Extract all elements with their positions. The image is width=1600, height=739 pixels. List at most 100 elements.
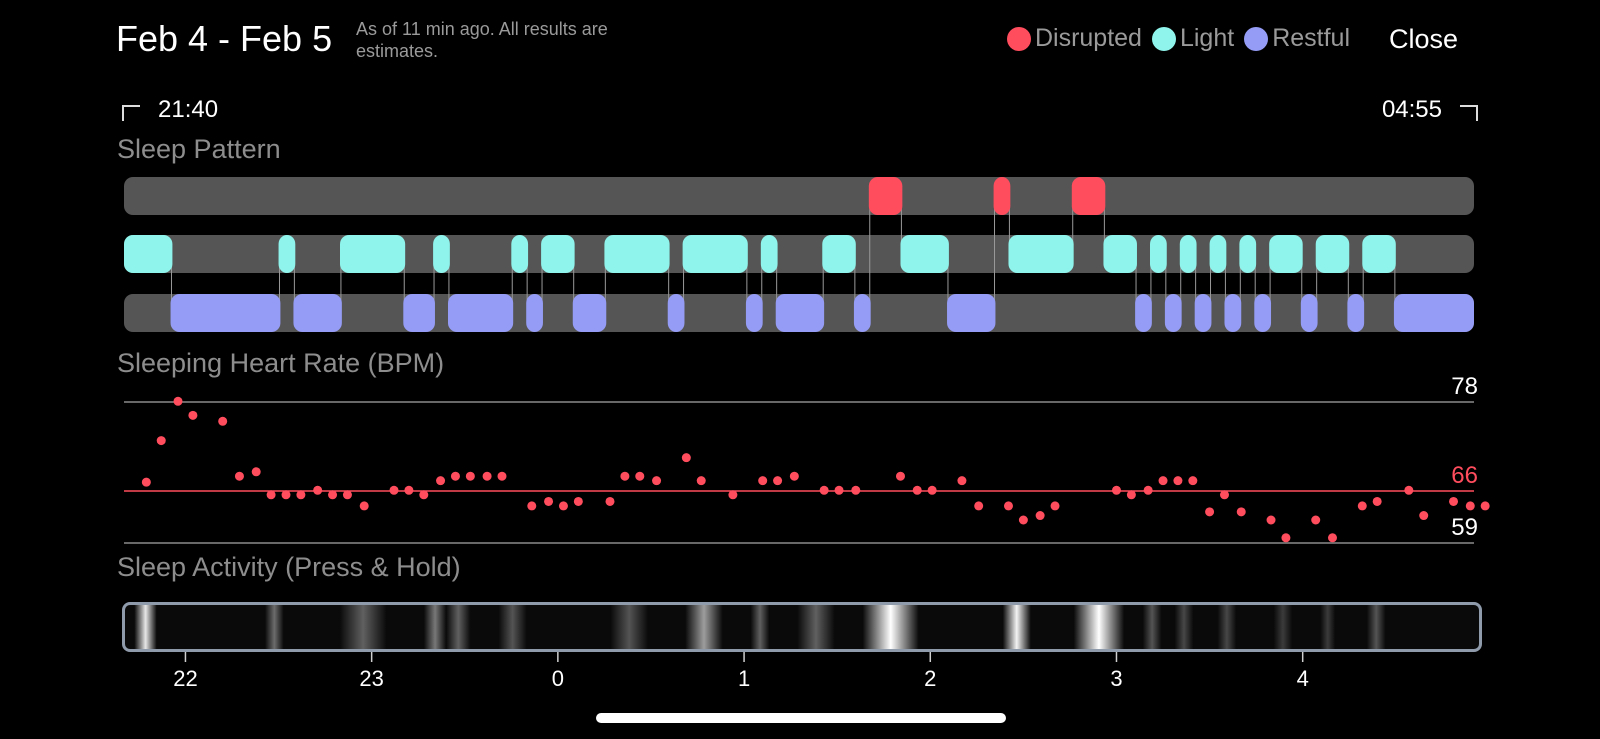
heart-rate-point [1018, 515, 1028, 525]
segment-restful [1164, 294, 1182, 332]
segment-light [760, 235, 778, 273]
segment-restful [572, 294, 607, 332]
segment-light [1239, 235, 1257, 273]
heart-rate-point [605, 496, 615, 506]
legend-label-disrupted: Disrupted [1034, 24, 1142, 52]
heart-rate-point [558, 501, 568, 511]
heart-rate-point [912, 485, 922, 495]
heart-rate-point [696, 476, 706, 486]
heart-rate-point [1050, 501, 1060, 511]
segment-restful [1300, 294, 1318, 332]
heart-rate-point [404, 485, 414, 495]
heart-rate-point [851, 485, 861, 495]
heart-rate-point [974, 501, 984, 511]
segment-disrupted [993, 177, 1011, 215]
reference-label-59: 59 [1451, 514, 1478, 541]
segment-disrupted [1071, 177, 1106, 215]
heart-rate-point [789, 471, 799, 481]
heart-rate-point [218, 416, 228, 426]
heart-rate-point [173, 396, 183, 406]
heart-rate-point [1404, 485, 1414, 495]
segment-restful [1347, 294, 1365, 332]
segment-disrupted [868, 177, 903, 215]
restful-dot-icon [1244, 26, 1269, 51]
bracket-left-icon [122, 105, 140, 121]
segment-light [900, 235, 949, 273]
segment-restful [947, 294, 996, 332]
segment-light [1008, 235, 1074, 273]
segment-light [822, 235, 856, 273]
segment-restful [667, 294, 685, 332]
header-subtitle: As of 11 min ago. All results are estima… [356, 19, 608, 61]
segment-light [1103, 235, 1137, 273]
segment-light [1179, 235, 1197, 273]
heart-rate-point [1035, 511, 1045, 521]
reference-label-66: 66 [1451, 462, 1478, 489]
lane-track-disrupted [124, 177, 1474, 215]
heart-rate-point [419, 490, 429, 500]
heart-rate-point [1266, 515, 1276, 525]
time-start-label: 21:40 [158, 96, 219, 123]
legend-item-disrupted: Disrupted [1006, 24, 1142, 53]
disrupted-dot-icon [1006, 26, 1031, 51]
legend-item-restful: Restful [1244, 24, 1350, 53]
heart-rate-point [834, 485, 844, 495]
segment-restful [1393, 294, 1474, 332]
heart-rate-point [465, 471, 475, 481]
heart-rate-point [1372, 496, 1382, 506]
heart-rate-point [266, 490, 276, 500]
segment-restful [745, 294, 763, 332]
sleep-activity-strip[interactable] [122, 602, 1482, 652]
heart-rate-point [482, 471, 492, 481]
heart-rate-point [895, 471, 905, 481]
heart-rate-point [573, 496, 583, 506]
heart-rate-point [758, 476, 768, 486]
heart-rate-point [188, 410, 198, 420]
segment-light [541, 235, 575, 273]
segment-restful [1224, 294, 1242, 332]
home-indicator[interactable] [596, 713, 1006, 723]
heart-rate-point [1419, 511, 1429, 521]
heart-rate-point [1173, 476, 1183, 486]
heart-rate-point [1111, 485, 1121, 495]
legend-label-light: Light [1179, 24, 1235, 52]
segment-restful [448, 294, 514, 332]
header-title: Feb 4 - Feb 5 [116, 18, 333, 59]
legend-item-light: Light [1151, 24, 1235, 53]
segment-restful [1254, 294, 1272, 332]
close-button[interactable]: Close [1388, 24, 1458, 54]
segment-light [340, 235, 406, 273]
segment-light [1209, 235, 1227, 273]
heart-rate-point [1205, 507, 1215, 517]
heart-rate-point [1236, 507, 1246, 517]
heart-rate-point [1465, 501, 1475, 511]
segment-light [682, 235, 748, 273]
heart-rate-point [296, 490, 306, 500]
heart-rate-point [1126, 490, 1136, 500]
time-tick-label: 3 [1110, 666, 1122, 691]
heart-rate-point [328, 490, 338, 500]
heart-rate-point [1219, 490, 1229, 500]
time-tick-label: 1 [738, 666, 750, 691]
time-end-label: 04:55 [1381, 96, 1442, 123]
segment-restful [403, 294, 435, 332]
segment-light [1362, 235, 1396, 273]
time-tick-label: 0 [552, 666, 564, 691]
heart-rate-point [527, 501, 537, 511]
segment-light [604, 235, 670, 273]
segment-light [1315, 235, 1350, 273]
segment-restful [1135, 294, 1152, 332]
legend: Disrupted Light Restful [997, 24, 1350, 53]
reference-label-78: 78 [1451, 373, 1478, 400]
heart-rate-point [156, 436, 166, 446]
time-axis: 22 23 0 1 2 3 4 [173, 650, 1309, 691]
segment-light [278, 235, 296, 273]
heart-rate-point [927, 485, 937, 495]
time-tick-label: 4 [1297, 666, 1309, 691]
heart-rate-point [1143, 485, 1153, 495]
time-tick-label: 22 [173, 666, 197, 691]
heart-rate-point [234, 471, 244, 481]
heart-rate-point [773, 476, 783, 486]
heart-rate-point [1357, 501, 1367, 511]
